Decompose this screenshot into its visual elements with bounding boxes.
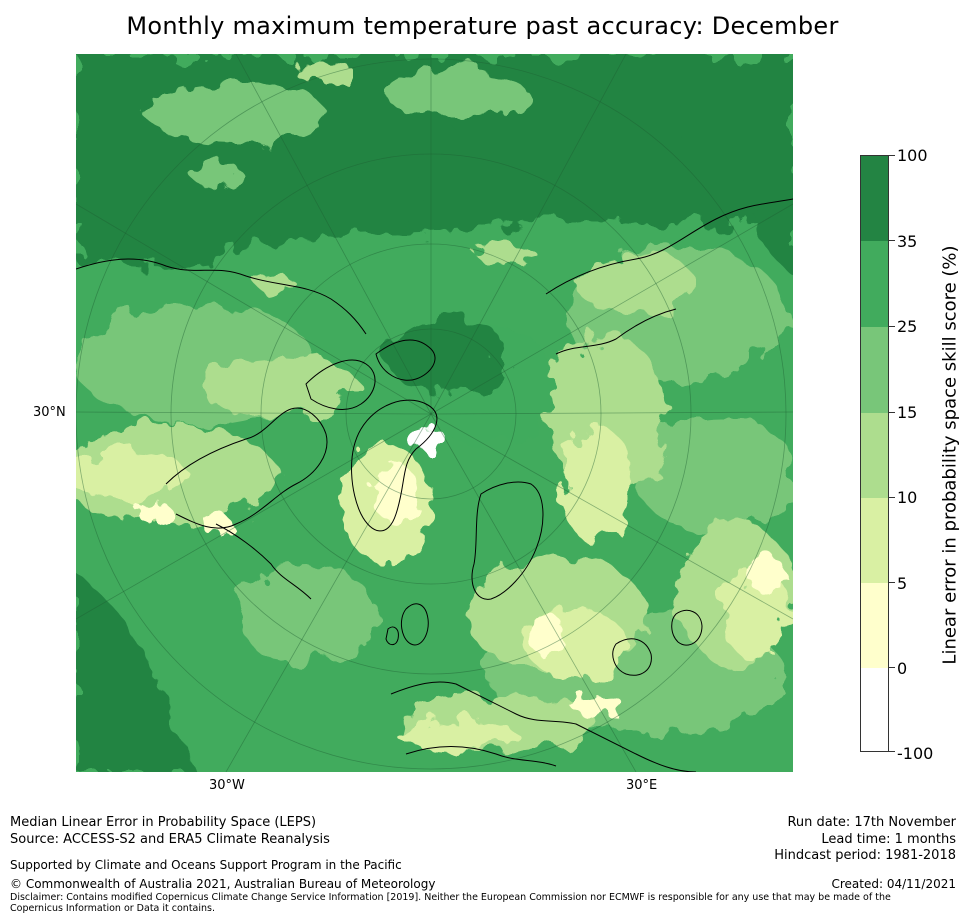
colorbar-tick-label: 0 <box>897 659 908 678</box>
colorbar-tick-label: 25 <box>897 317 918 336</box>
colorbar-tick-label: -100 <box>897 744 934 763</box>
colorbar-segment <box>861 498 888 583</box>
skill-field <box>76 54 793 772</box>
footer-run-date: Run date: 17th November <box>787 815 956 830</box>
footer-copyright: © Commonwealth of Australia 2021, Austra… <box>10 877 436 891</box>
colorbar-segment <box>861 668 888 751</box>
footer-source: Source: ACCESS-S2 and ERA5 Climate Reana… <box>10 832 330 847</box>
colorbar-tick <box>889 751 895 752</box>
lat-label-30n: 30°N <box>33 405 66 420</box>
colorbar-segment <box>861 583 888 668</box>
lon-label-30w: 30°W <box>209 778 245 793</box>
map-canvas <box>76 54 793 772</box>
footer-created: Created: 04/11/2021 <box>831 877 956 891</box>
colorbar-tick-label: 15 <box>897 403 918 422</box>
colorbar-segment <box>861 156 888 241</box>
colorbar-tick <box>889 155 895 156</box>
colorbar <box>860 155 889 752</box>
colorbar-tick <box>889 412 895 413</box>
colorbar-tick-label: 100 <box>897 146 928 165</box>
lon-label-30e: 30°E <box>626 778 658 793</box>
colorbar-tick-label: 10 <box>897 488 918 507</box>
colorbar-tick-label: 5 <box>897 574 908 593</box>
colorbar-tick <box>889 667 895 668</box>
footer-support: Supported by Climate and Oceans Support … <box>10 858 402 872</box>
polar-map[interactable] <box>76 54 793 772</box>
footer-disclaimer: Disclaimer: Contains modified Copernicus… <box>10 892 891 914</box>
colorbar-segment <box>861 327 888 413</box>
colorbar-tick-label: 35 <box>897 232 918 251</box>
colorbar-segment <box>861 413 888 498</box>
footer-lead-time: Lead time: 1 months <box>821 832 956 847</box>
footer-method: Median Linear Error in Probability Space… <box>10 815 317 830</box>
colorbar-tick <box>889 240 895 241</box>
colorbar-tick <box>889 326 895 327</box>
skill-field-detail <box>138 64 784 716</box>
colorbar-segment <box>861 241 888 327</box>
footer-hindcast: Hindcast period: 1981-2018 <box>774 848 956 863</box>
colorbar-tick <box>889 582 895 583</box>
colorbar-title: Linear error in probability space skill … <box>939 245 961 665</box>
graticule <box>76 54 793 772</box>
coastlines <box>76 198 793 772</box>
colorbar-tick <box>889 497 895 498</box>
map-title: Monthly maximum temperature past accurac… <box>126 12 839 40</box>
